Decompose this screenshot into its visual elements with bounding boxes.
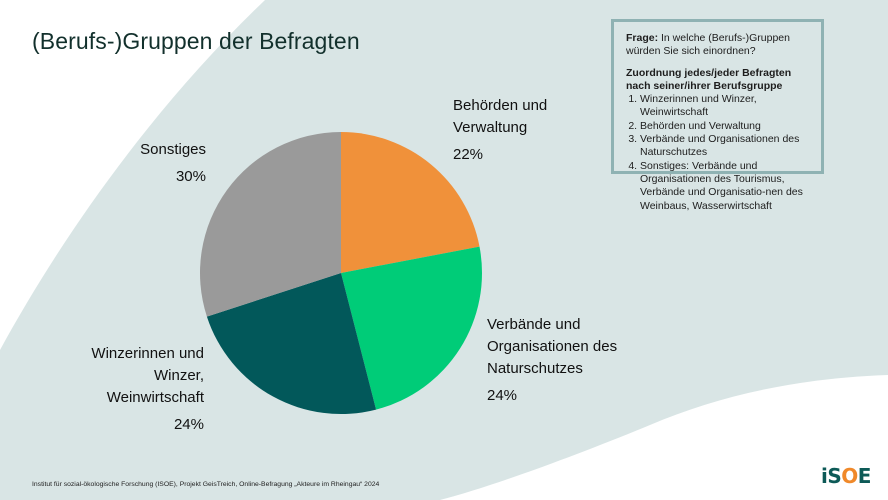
slice-behoerden — [341, 132, 480, 273]
logo-part3: E — [857, 464, 872, 488]
label-winzer-line3: Weinwirtschaft — [106, 389, 204, 406]
label-sonstiges-pct: 30% — [175, 168, 206, 185]
label-verbaende-line1: Verbände und — [487, 316, 581, 333]
info-box: Frage: In welche (Berufs-)Gruppen würden… — [611, 19, 824, 212]
group-list-item: Verbände und Organisationen des Natursch… — [640, 133, 813, 160]
slice-verbaende — [341, 246, 482, 410]
label-winzer: Winzerinnen und Winzer, Weinwirtschaft 2… — [91, 343, 204, 436]
label-winzer-pct: 24% — [173, 416, 204, 433]
group-list: Winzerinnen und Winzer, Weinwirtschaft B… — [626, 93, 813, 213]
source-footer: Institut für sozial-ökologische Forschun… — [32, 481, 380, 488]
group-list-item: Sonstiges: Verbände und Organisationen d… — [640, 160, 813, 213]
isoe-logo: iSOE — [821, 464, 871, 488]
label-behoerden: Behörden und Verwaltung 22% — [453, 95, 547, 166]
logo-part1: iS — [821, 464, 842, 488]
page-title: (Berufs-)Gruppen der Befragten — [32, 28, 360, 54]
label-winzer-line1: Winzerinnen und — [91, 345, 204, 362]
assignment-heading: Zuordnung jedes/jeder Befragten nach sei… — [626, 66, 792, 92]
label-behoerden-pct: 22% — [453, 146, 484, 163]
label-winzer-line2: Winzer, — [153, 367, 204, 384]
label-sonstiges: Sonstiges 30% — [140, 139, 206, 188]
label-behoerden-line2: Verwaltung — [453, 119, 528, 136]
label-sonstiges-line1: Sonstiges — [140, 141, 206, 158]
label-verbaende: Verbände und Organisationen des Natursch… — [487, 314, 617, 407]
label-verbaende-pct: 24% — [487, 387, 518, 404]
question: Frage: In welche (Berufs-)Gruppen würden… — [626, 32, 813, 59]
slice-winzer — [206, 273, 377, 414]
question-text: In welche (Berufs-)Gruppen würden Sie si… — [626, 32, 790, 58]
question-label: Frage: — [626, 32, 659, 44]
label-verbaende-line2: Organisationen des — [487, 338, 618, 355]
logo-part2: O — [841, 464, 858, 488]
group-list-item: Behörden und Verwaltung — [640, 120, 813, 133]
label-behoerden-line1: Behörden und — [453, 97, 548, 114]
slice-sonstiges — [199, 132, 341, 317]
label-verbaende-line3: Naturschutzes — [487, 360, 583, 377]
group-list-item: Winzerinnen und Winzer, Weinwirtschaft — [640, 93, 813, 120]
